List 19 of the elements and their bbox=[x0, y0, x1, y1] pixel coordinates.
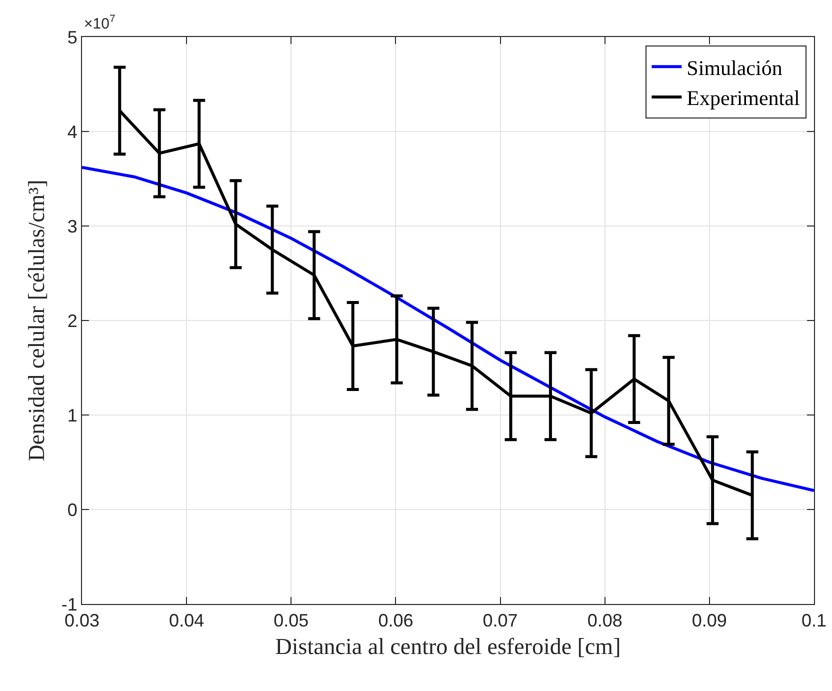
x-axis-title: Distancia al centro del esferoide [cm] bbox=[275, 634, 621, 660]
y-axis-title: Densidad celular [células/cm³] bbox=[24, 180, 49, 462]
legend-label: Experimental bbox=[686, 86, 800, 110]
y-tick-label: 3 bbox=[67, 216, 78, 236]
x-tick-label: 0.07 bbox=[482, 610, 518, 631]
y-tick-label: 5 bbox=[67, 27, 78, 48]
y-tick-label: 2 bbox=[67, 310, 78, 331]
x-tick-label: 0.08 bbox=[587, 610, 622, 631]
y-tick-label: 0 bbox=[67, 500, 78, 520]
text: ×10$^{7}$ bbox=[84, 13, 116, 32]
x-tick-label: 0.06 bbox=[378, 610, 414, 631]
line-series bbox=[82, 166, 814, 492]
x-tick-label: 0.09 bbox=[692, 610, 727, 631]
y-tick-label: 1 bbox=[67, 405, 78, 426]
x-tick-label: 0.04 bbox=[169, 610, 204, 631]
x-tick-label: 0.05 bbox=[274, 610, 309, 631]
x-tick-label: 0.1 bbox=[801, 610, 827, 631]
y-tick-label: 4 bbox=[67, 122, 78, 142]
legend-label: Simulación bbox=[686, 56, 783, 80]
